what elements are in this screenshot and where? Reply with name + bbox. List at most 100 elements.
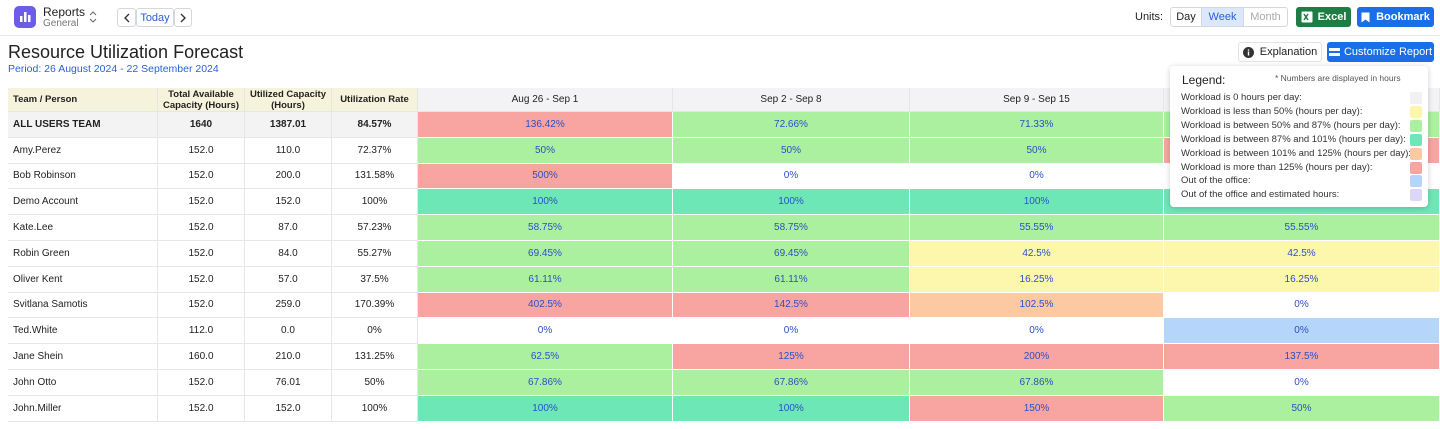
workload-cell: 0% — [418, 318, 673, 345]
legend-swatch — [1410, 175, 1422, 188]
workload-cell: 61.11% — [673, 266, 910, 293]
workload-cell: 71.33% — [910, 112, 1164, 138]
workload-cell: 61.11% — [418, 266, 673, 293]
units-label: Units: — [1135, 11, 1164, 23]
app-title[interactable]: Reports — [43, 5, 86, 19]
bookmark-label: Bookmark — [1376, 11, 1430, 23]
legend-item: Out of the office and estimated hours: — [1181, 189, 1340, 201]
explanation-button[interactable]: Explanation — [1238, 42, 1322, 62]
table-cell: 110.0 — [245, 137, 332, 164]
workload-cell: 136.42% — [418, 112, 673, 138]
table-cell: Robin Green — [8, 241, 158, 267]
table-cell: 84.57% — [332, 112, 418, 138]
workload-cell: 100% — [418, 395, 673, 422]
workload-cell: 50% — [673, 137, 910, 164]
app-logo[interactable] — [14, 6, 36, 28]
table-cell: 100% — [332, 189, 418, 216]
column-header: Aug 26 - Sep 1 — [418, 88, 673, 112]
workload-cell: 67.86% — [418, 370, 673, 396]
workload-cell: 72.66% — [673, 112, 910, 138]
workload-cell: 0% — [1164, 292, 1440, 319]
legend-swatch — [1410, 92, 1422, 104]
table-cell: Svitlana Samotis — [8, 292, 158, 319]
workload-cell: 42.5% — [910, 241, 1164, 267]
legend: Legend: * Numbers are displayed in hours… — [1170, 66, 1428, 207]
next-button[interactable] — [174, 8, 192, 27]
today-button[interactable]: Today — [136, 8, 174, 27]
legend-swatch — [1410, 105, 1422, 118]
app-switch[interactable] — [88, 10, 98, 24]
workload-cell: 100% — [910, 189, 1164, 216]
table-cell: 259.0 — [245, 292, 332, 319]
table-cell: Demo Account — [8, 189, 158, 216]
table-cell: 1640 — [158, 112, 245, 138]
workload-cell: 102.5% — [910, 292, 1164, 319]
workload-cell: 137.5% — [1164, 344, 1440, 370]
table-cell: 72.37% — [332, 137, 418, 164]
workload-cell: 0% — [1164, 318, 1440, 345]
bookmark-button[interactable]: Bookmark — [1357, 7, 1434, 27]
table-cell: 57.23% — [332, 215, 418, 241]
workload-cell: 200% — [910, 344, 1164, 370]
table-cell: Amy.Perez — [8, 137, 158, 164]
workload-cell: 67.86% — [910, 370, 1164, 396]
excel-button[interactable]: Excel — [1296, 7, 1351, 27]
table-cell: 152.0 — [158, 266, 245, 293]
table-cell: 57.0 — [245, 266, 332, 293]
customize-label: Customize Report — [1343, 46, 1433, 58]
table-cell: 100% — [332, 395, 418, 422]
workload-cell: 16.25% — [1164, 266, 1440, 293]
column-header: Sep 2 - Sep 8 — [673, 88, 910, 112]
table-cell: 160.0 — [158, 344, 245, 370]
workload-cell: 69.45% — [418, 241, 673, 267]
table-cell: 152.0 — [158, 163, 245, 190]
prev-button[interactable] — [117, 8, 136, 27]
workload-cell: 16.25% — [910, 266, 1164, 293]
table-cell: 50% — [332, 370, 418, 396]
legend-item: Workload is 0 hours per day: — [1181, 92, 1302, 103]
legend-swatch — [1410, 189, 1422, 202]
workload-cell: 0% — [673, 163, 910, 190]
workload-cell: 402.5% — [418, 292, 673, 319]
table-cell: John.Miller — [8, 395, 158, 422]
workload-cell: 69.45% — [673, 241, 910, 267]
legend-note: * Numbers are displayed in hours — [1275, 73, 1401, 83]
workload-cell: 500% — [418, 163, 673, 190]
table-cell: 152.0 — [245, 189, 332, 216]
workload-cell: 0% — [673, 318, 910, 345]
workload-cell: 0% — [910, 163, 1164, 190]
table-cell: 0.0 — [245, 318, 332, 345]
logo-icon — [20, 12, 31, 22]
legend-item: Workload is more than 125% (hours per da… — [1181, 161, 1373, 173]
workload-cell: 50% — [1164, 395, 1440, 422]
table-cell: 152.0 — [158, 137, 245, 164]
workload-cell: 125% — [673, 344, 910, 370]
workload-cell: 62.5% — [418, 344, 673, 370]
unit-week[interactable]: Week — [1201, 7, 1244, 27]
workload-cell: 58.75% — [418, 215, 673, 241]
legend-title: Legend: — [1182, 73, 1226, 87]
table-cell: 84.0 — [245, 241, 332, 267]
column-header: Team / Person — [8, 88, 158, 112]
table-cell: 152.0 — [158, 215, 245, 241]
table-cell: 152.0 — [158, 370, 245, 396]
table-cell: 76.01 — [245, 370, 332, 396]
legend-item: Workload is between 101% and 125% (hours… — [1181, 147, 1412, 159]
workload-cell: 100% — [673, 395, 910, 422]
unit-month[interactable]: Month — [1243, 7, 1288, 27]
legend-item: Out of the office: — [1181, 175, 1251, 187]
table-cell: 87.0 — [245, 215, 332, 241]
app-subtitle: General — [43, 18, 79, 29]
legend-item: Workload is between 50% and 87% (hours p… — [1181, 119, 1401, 131]
column-header: Utilization Rate — [332, 88, 418, 112]
customize-button[interactable]: Customize Report — [1327, 42, 1434, 62]
table-cell: 152.0 — [245, 395, 332, 422]
legend-swatch — [1410, 119, 1422, 132]
divider — [0, 35, 1440, 36]
report-title: Resource Utilization Forecast — [8, 42, 244, 62]
legend-swatch — [1410, 161, 1422, 174]
table-cell: 152.0 — [158, 241, 245, 267]
workload-cell: 0% — [1164, 370, 1440, 396]
legend-swatch — [1410, 147, 1422, 160]
